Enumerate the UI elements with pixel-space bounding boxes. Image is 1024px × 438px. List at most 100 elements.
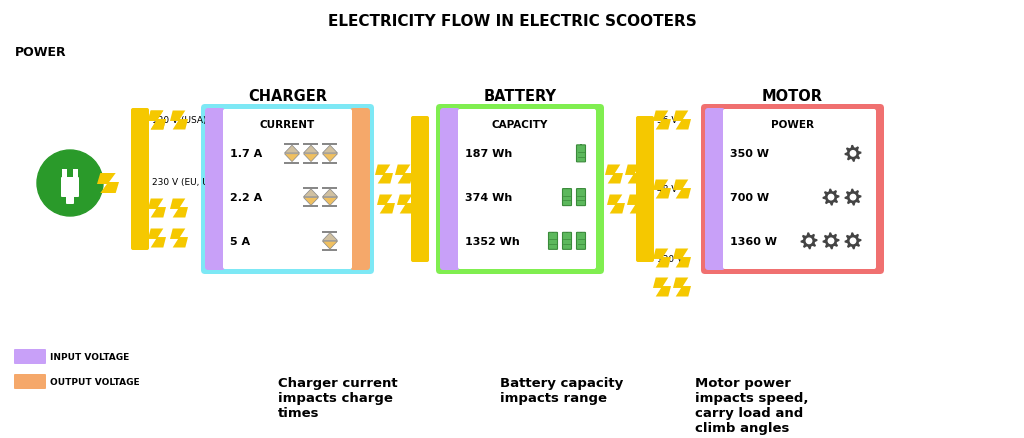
Text: 700 W: 700 W — [730, 193, 769, 203]
Text: Battery capacity
impacts range: Battery capacity impacts range — [500, 376, 624, 404]
FancyBboxPatch shape — [223, 110, 352, 269]
FancyBboxPatch shape — [73, 170, 78, 179]
Polygon shape — [653, 111, 671, 130]
Text: 120 V: 120 V — [657, 254, 683, 263]
FancyBboxPatch shape — [14, 374, 46, 389]
Text: 120 V (USA): 120 V (USA) — [152, 116, 207, 125]
Text: 5 A: 5 A — [230, 236, 250, 246]
Text: 1352 Wh: 1352 Wh — [465, 236, 520, 246]
FancyBboxPatch shape — [577, 145, 586, 162]
Polygon shape — [303, 198, 318, 206]
Polygon shape — [148, 111, 166, 130]
FancyBboxPatch shape — [436, 105, 604, 274]
Circle shape — [828, 195, 834, 200]
Polygon shape — [673, 111, 691, 130]
Polygon shape — [845, 145, 861, 162]
Polygon shape — [323, 242, 338, 250]
Polygon shape — [801, 233, 817, 250]
Text: 1360 W: 1360 W — [730, 236, 777, 246]
FancyBboxPatch shape — [303, 187, 318, 189]
Text: 374 Wh: 374 Wh — [465, 193, 512, 203]
Polygon shape — [285, 154, 299, 162]
Circle shape — [806, 239, 812, 244]
FancyBboxPatch shape — [285, 144, 299, 146]
Text: CAPACITY: CAPACITY — [492, 120, 548, 130]
Polygon shape — [148, 199, 166, 218]
Text: 187 Wh: 187 Wh — [465, 149, 512, 159]
Polygon shape — [625, 165, 643, 184]
FancyBboxPatch shape — [440, 109, 460, 270]
Polygon shape — [97, 173, 119, 194]
Text: MOTOR: MOTOR — [762, 89, 823, 104]
Text: ELECTRICITY FLOW IN ELECTRIC SCOOTERS: ELECTRICITY FLOW IN ELECTRIC SCOOTERS — [328, 14, 696, 29]
Circle shape — [850, 195, 856, 200]
Polygon shape — [323, 154, 338, 162]
FancyBboxPatch shape — [580, 188, 583, 190]
FancyBboxPatch shape — [549, 233, 557, 250]
FancyBboxPatch shape — [131, 109, 150, 251]
Circle shape — [850, 239, 856, 244]
FancyBboxPatch shape — [577, 233, 586, 250]
Polygon shape — [323, 189, 338, 197]
FancyBboxPatch shape — [14, 349, 46, 364]
Polygon shape — [395, 165, 413, 184]
Polygon shape — [605, 165, 623, 184]
Polygon shape — [377, 195, 395, 214]
Polygon shape — [303, 154, 318, 162]
Text: Motor power
impacts speed,
carry load and
climb angles: Motor power impacts speed, carry load an… — [695, 376, 809, 434]
Polygon shape — [148, 111, 166, 130]
Polygon shape — [323, 233, 338, 241]
Polygon shape — [673, 278, 691, 297]
Polygon shape — [653, 249, 671, 268]
Polygon shape — [845, 189, 861, 206]
Text: POWER: POWER — [15, 46, 67, 58]
FancyBboxPatch shape — [66, 194, 74, 205]
FancyBboxPatch shape — [303, 144, 318, 146]
FancyBboxPatch shape — [565, 188, 568, 190]
Text: CHARGER: CHARGER — [248, 89, 327, 104]
FancyBboxPatch shape — [303, 206, 318, 208]
Polygon shape — [303, 189, 318, 197]
Text: OUTPUT VOLTAGE: OUTPUT VOLTAGE — [50, 377, 139, 386]
FancyBboxPatch shape — [636, 117, 654, 262]
Polygon shape — [170, 199, 188, 218]
FancyBboxPatch shape — [323, 250, 338, 251]
Polygon shape — [673, 249, 691, 268]
Polygon shape — [845, 233, 861, 250]
Circle shape — [37, 151, 103, 216]
Polygon shape — [627, 195, 645, 214]
Text: POWER: POWER — [771, 120, 814, 130]
Polygon shape — [397, 195, 415, 214]
Polygon shape — [607, 195, 625, 214]
Polygon shape — [285, 146, 299, 154]
FancyBboxPatch shape — [580, 232, 583, 233]
Polygon shape — [323, 146, 338, 154]
Text: INPUT VOLTAGE: INPUT VOLTAGE — [50, 352, 129, 361]
Polygon shape — [822, 233, 840, 250]
FancyBboxPatch shape — [552, 232, 554, 233]
FancyBboxPatch shape — [303, 162, 318, 164]
Polygon shape — [303, 146, 318, 154]
FancyBboxPatch shape — [411, 117, 429, 262]
FancyBboxPatch shape — [285, 162, 299, 164]
FancyBboxPatch shape — [705, 109, 725, 270]
FancyBboxPatch shape — [577, 189, 586, 206]
FancyBboxPatch shape — [323, 206, 338, 208]
Polygon shape — [673, 180, 691, 199]
Polygon shape — [822, 189, 840, 206]
Polygon shape — [375, 165, 393, 184]
FancyBboxPatch shape — [562, 189, 571, 206]
FancyBboxPatch shape — [62, 170, 67, 179]
FancyBboxPatch shape — [323, 231, 338, 233]
FancyBboxPatch shape — [701, 105, 884, 274]
FancyBboxPatch shape — [323, 187, 338, 189]
FancyBboxPatch shape — [458, 110, 596, 269]
Text: BATTERY: BATTERY — [483, 89, 556, 104]
Polygon shape — [653, 180, 671, 199]
Text: 1.7 A: 1.7 A — [230, 149, 262, 159]
Circle shape — [828, 239, 834, 244]
Polygon shape — [148, 229, 166, 248]
Polygon shape — [170, 229, 188, 248]
FancyBboxPatch shape — [323, 162, 338, 164]
Text: Charger current
impacts charge
times: Charger current impacts charge times — [278, 376, 397, 419]
